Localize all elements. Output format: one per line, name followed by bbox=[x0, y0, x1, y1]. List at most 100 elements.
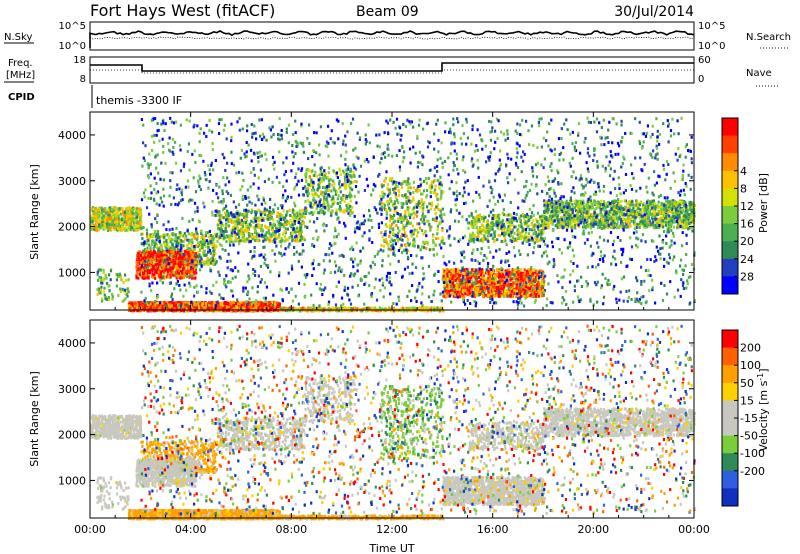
power-cell bbox=[91, 228, 93, 231]
power-cell bbox=[95, 229, 97, 232]
power-cell bbox=[123, 214, 125, 217]
power-cell bbox=[289, 214, 291, 217]
power-cell bbox=[117, 227, 119, 230]
power-cell bbox=[246, 215, 248, 218]
power-cell bbox=[317, 183, 319, 186]
power-data-layer bbox=[90, 117, 696, 313]
power-cell bbox=[158, 236, 160, 239]
power-cell bbox=[271, 212, 273, 215]
power-cell bbox=[169, 238, 171, 241]
power-cell bbox=[121, 218, 123, 221]
power-cell bbox=[286, 210, 288, 213]
power-cell bbox=[93, 215, 95, 218]
power-cell bbox=[254, 236, 256, 239]
power-cell bbox=[337, 197, 339, 200]
nsky-panel: N.Sky 10^5 10^0 10^5 10^0 N.Search bbox=[4, 21, 791, 52]
power-cell bbox=[203, 263, 205, 266]
power-cell bbox=[198, 254, 200, 257]
power-cell bbox=[208, 236, 210, 239]
power-cell bbox=[318, 195, 320, 198]
power-cell bbox=[141, 237, 143, 240]
power-cell bbox=[129, 206, 131, 209]
power-cell bbox=[157, 233, 159, 236]
power-cell bbox=[131, 226, 133, 229]
nave-label: Nave bbox=[746, 68, 772, 79]
power-cell bbox=[230, 238, 232, 241]
power-cell bbox=[258, 217, 260, 220]
power-cell bbox=[310, 202, 312, 205]
power-cell bbox=[270, 233, 272, 236]
power-cell bbox=[197, 251, 199, 254]
power-cell bbox=[220, 226, 222, 229]
power-cell bbox=[279, 225, 281, 228]
power-cell bbox=[96, 218, 98, 221]
power-cell bbox=[160, 244, 162, 247]
power-cell bbox=[340, 173, 342, 176]
power-cell bbox=[206, 259, 208, 262]
power-cell bbox=[111, 208, 113, 211]
cpid-value: themis -3300 IF bbox=[96, 94, 182, 107]
power-cell bbox=[133, 225, 135, 228]
freq-tick-top: 18 bbox=[73, 55, 86, 66]
power-cell bbox=[125, 220, 127, 223]
power-cell bbox=[204, 250, 206, 253]
power-cell bbox=[200, 236, 202, 239]
power-cell bbox=[213, 254, 215, 257]
power-cell bbox=[284, 230, 286, 233]
power-cell bbox=[312, 203, 314, 206]
power-cell bbox=[212, 239, 214, 242]
power-cell bbox=[252, 221, 254, 224]
power-cell bbox=[217, 224, 219, 227]
power-cell bbox=[124, 211, 126, 214]
power-cell bbox=[96, 215, 98, 218]
power-cell bbox=[147, 239, 149, 242]
station-title: Fort Hays West (fitACF) bbox=[90, 1, 275, 20]
power-cell bbox=[210, 262, 212, 265]
power-cell bbox=[126, 214, 128, 217]
power-cell bbox=[236, 239, 238, 242]
power-cell bbox=[194, 237, 196, 240]
power-cell bbox=[316, 189, 318, 192]
power-cell bbox=[255, 216, 257, 219]
power-cell bbox=[268, 240, 270, 243]
power-cell bbox=[234, 224, 236, 227]
power-cell bbox=[131, 211, 133, 214]
power-cell bbox=[98, 218, 100, 221]
power-cell bbox=[106, 226, 108, 229]
power-cell bbox=[101, 217, 103, 220]
power-cell bbox=[351, 206, 353, 209]
power-cell bbox=[327, 176, 329, 179]
power-cell bbox=[229, 218, 231, 221]
power-cell bbox=[112, 213, 114, 216]
freq-label: Freq. bbox=[8, 58, 33, 69]
power-cell bbox=[149, 236, 151, 239]
power-cell bbox=[128, 222, 130, 225]
power-cell bbox=[267, 218, 269, 221]
power-cell bbox=[175, 233, 177, 236]
power-cell bbox=[277, 220, 279, 223]
power-cell bbox=[131, 218, 133, 221]
power-cell bbox=[206, 257, 208, 260]
power-cell bbox=[181, 250, 183, 253]
power-cell bbox=[339, 205, 341, 208]
power-cell bbox=[237, 218, 239, 221]
power-cell bbox=[269, 214, 271, 217]
power-cell bbox=[289, 209, 291, 212]
power-cell bbox=[287, 228, 289, 231]
cpid-label: CPID bbox=[8, 92, 35, 103]
power-cell bbox=[241, 229, 243, 232]
power-cell bbox=[210, 234, 212, 237]
freq-panel: Freq. [MHz] 18 8 60 0 Nave bbox=[4, 55, 778, 86]
power-cell bbox=[258, 226, 260, 229]
power-cell bbox=[268, 237, 270, 240]
power-cell bbox=[148, 243, 150, 246]
power-cell bbox=[186, 245, 188, 248]
power-cell bbox=[283, 209, 285, 212]
power-cell bbox=[153, 241, 155, 244]
power-cell bbox=[312, 186, 314, 189]
power-cell bbox=[208, 263, 210, 266]
power-cell bbox=[95, 209, 97, 212]
power-cell bbox=[246, 230, 248, 233]
power-cell bbox=[268, 226, 270, 229]
